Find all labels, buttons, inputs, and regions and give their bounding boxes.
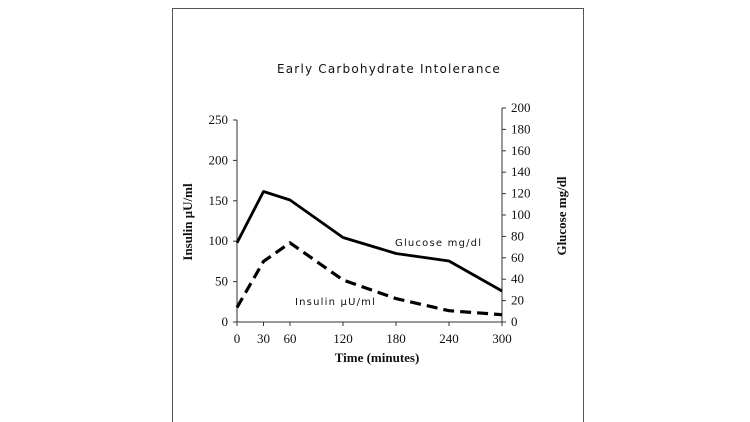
y-right-tick-label: 120 <box>511 186 531 201</box>
x-tick-label: 60 <box>284 331 297 346</box>
y-left-axis-title: Insulin µU/ml <box>180 183 195 261</box>
chart-title: Early Carbohydrate Intolerance <box>277 62 501 76</box>
glucose-series-label: Glucose mg/dl <box>395 238 482 249</box>
y-right-tick-label: 60 <box>511 250 524 265</box>
x-tick-label: 240 <box>439 331 459 346</box>
y-right-tick-label: 0 <box>511 314 518 329</box>
y-right-tick-label: 40 <box>511 271 524 286</box>
y-right-axis-title: Glucose mg/dl <box>554 176 569 255</box>
y-left-tick-label: 0 <box>222 314 229 329</box>
chart-frame <box>172 8 584 422</box>
x-tick-label: 300 <box>492 331 512 346</box>
axes <box>233 107 506 326</box>
tick-labels: 0 50 100 150 200 250 0 20 40 60 80 100 120 140 160 180 2… <box>209 100 531 346</box>
y-right-tick-label: 200 <box>511 100 531 115</box>
series-lines <box>235 190 503 317</box>
y-right-tick-label: 100 <box>511 207 531 222</box>
x-tick-label: 180 <box>386 331 406 346</box>
x-tick-label: 0 <box>234 331 241 346</box>
insulin-line <box>235 241 503 317</box>
y-left-tick-label: 200 <box>209 152 229 167</box>
insulin-series-label: Insulin µU/ml <box>295 297 376 308</box>
glucose-line <box>235 190 503 293</box>
y-right-tick-label: 180 <box>511 121 531 136</box>
y-left-tick-label: 150 <box>209 193 229 208</box>
x-axis-title: Time (minutes) <box>335 350 420 365</box>
y-left-tick-label: 50 <box>215 274 228 289</box>
y-right-tick-label: 140 <box>511 164 531 179</box>
y-left-tick-label: 250 <box>209 112 229 127</box>
y-left-tick-label: 100 <box>209 233 229 248</box>
x-tick-label: 120 <box>333 331 353 346</box>
y-right-tick-label: 20 <box>511 293 524 308</box>
y-right-tick-label: 160 <box>511 143 531 158</box>
x-tick-label: 30 <box>257 331 270 346</box>
y-right-tick-label: 80 <box>511 228 524 243</box>
